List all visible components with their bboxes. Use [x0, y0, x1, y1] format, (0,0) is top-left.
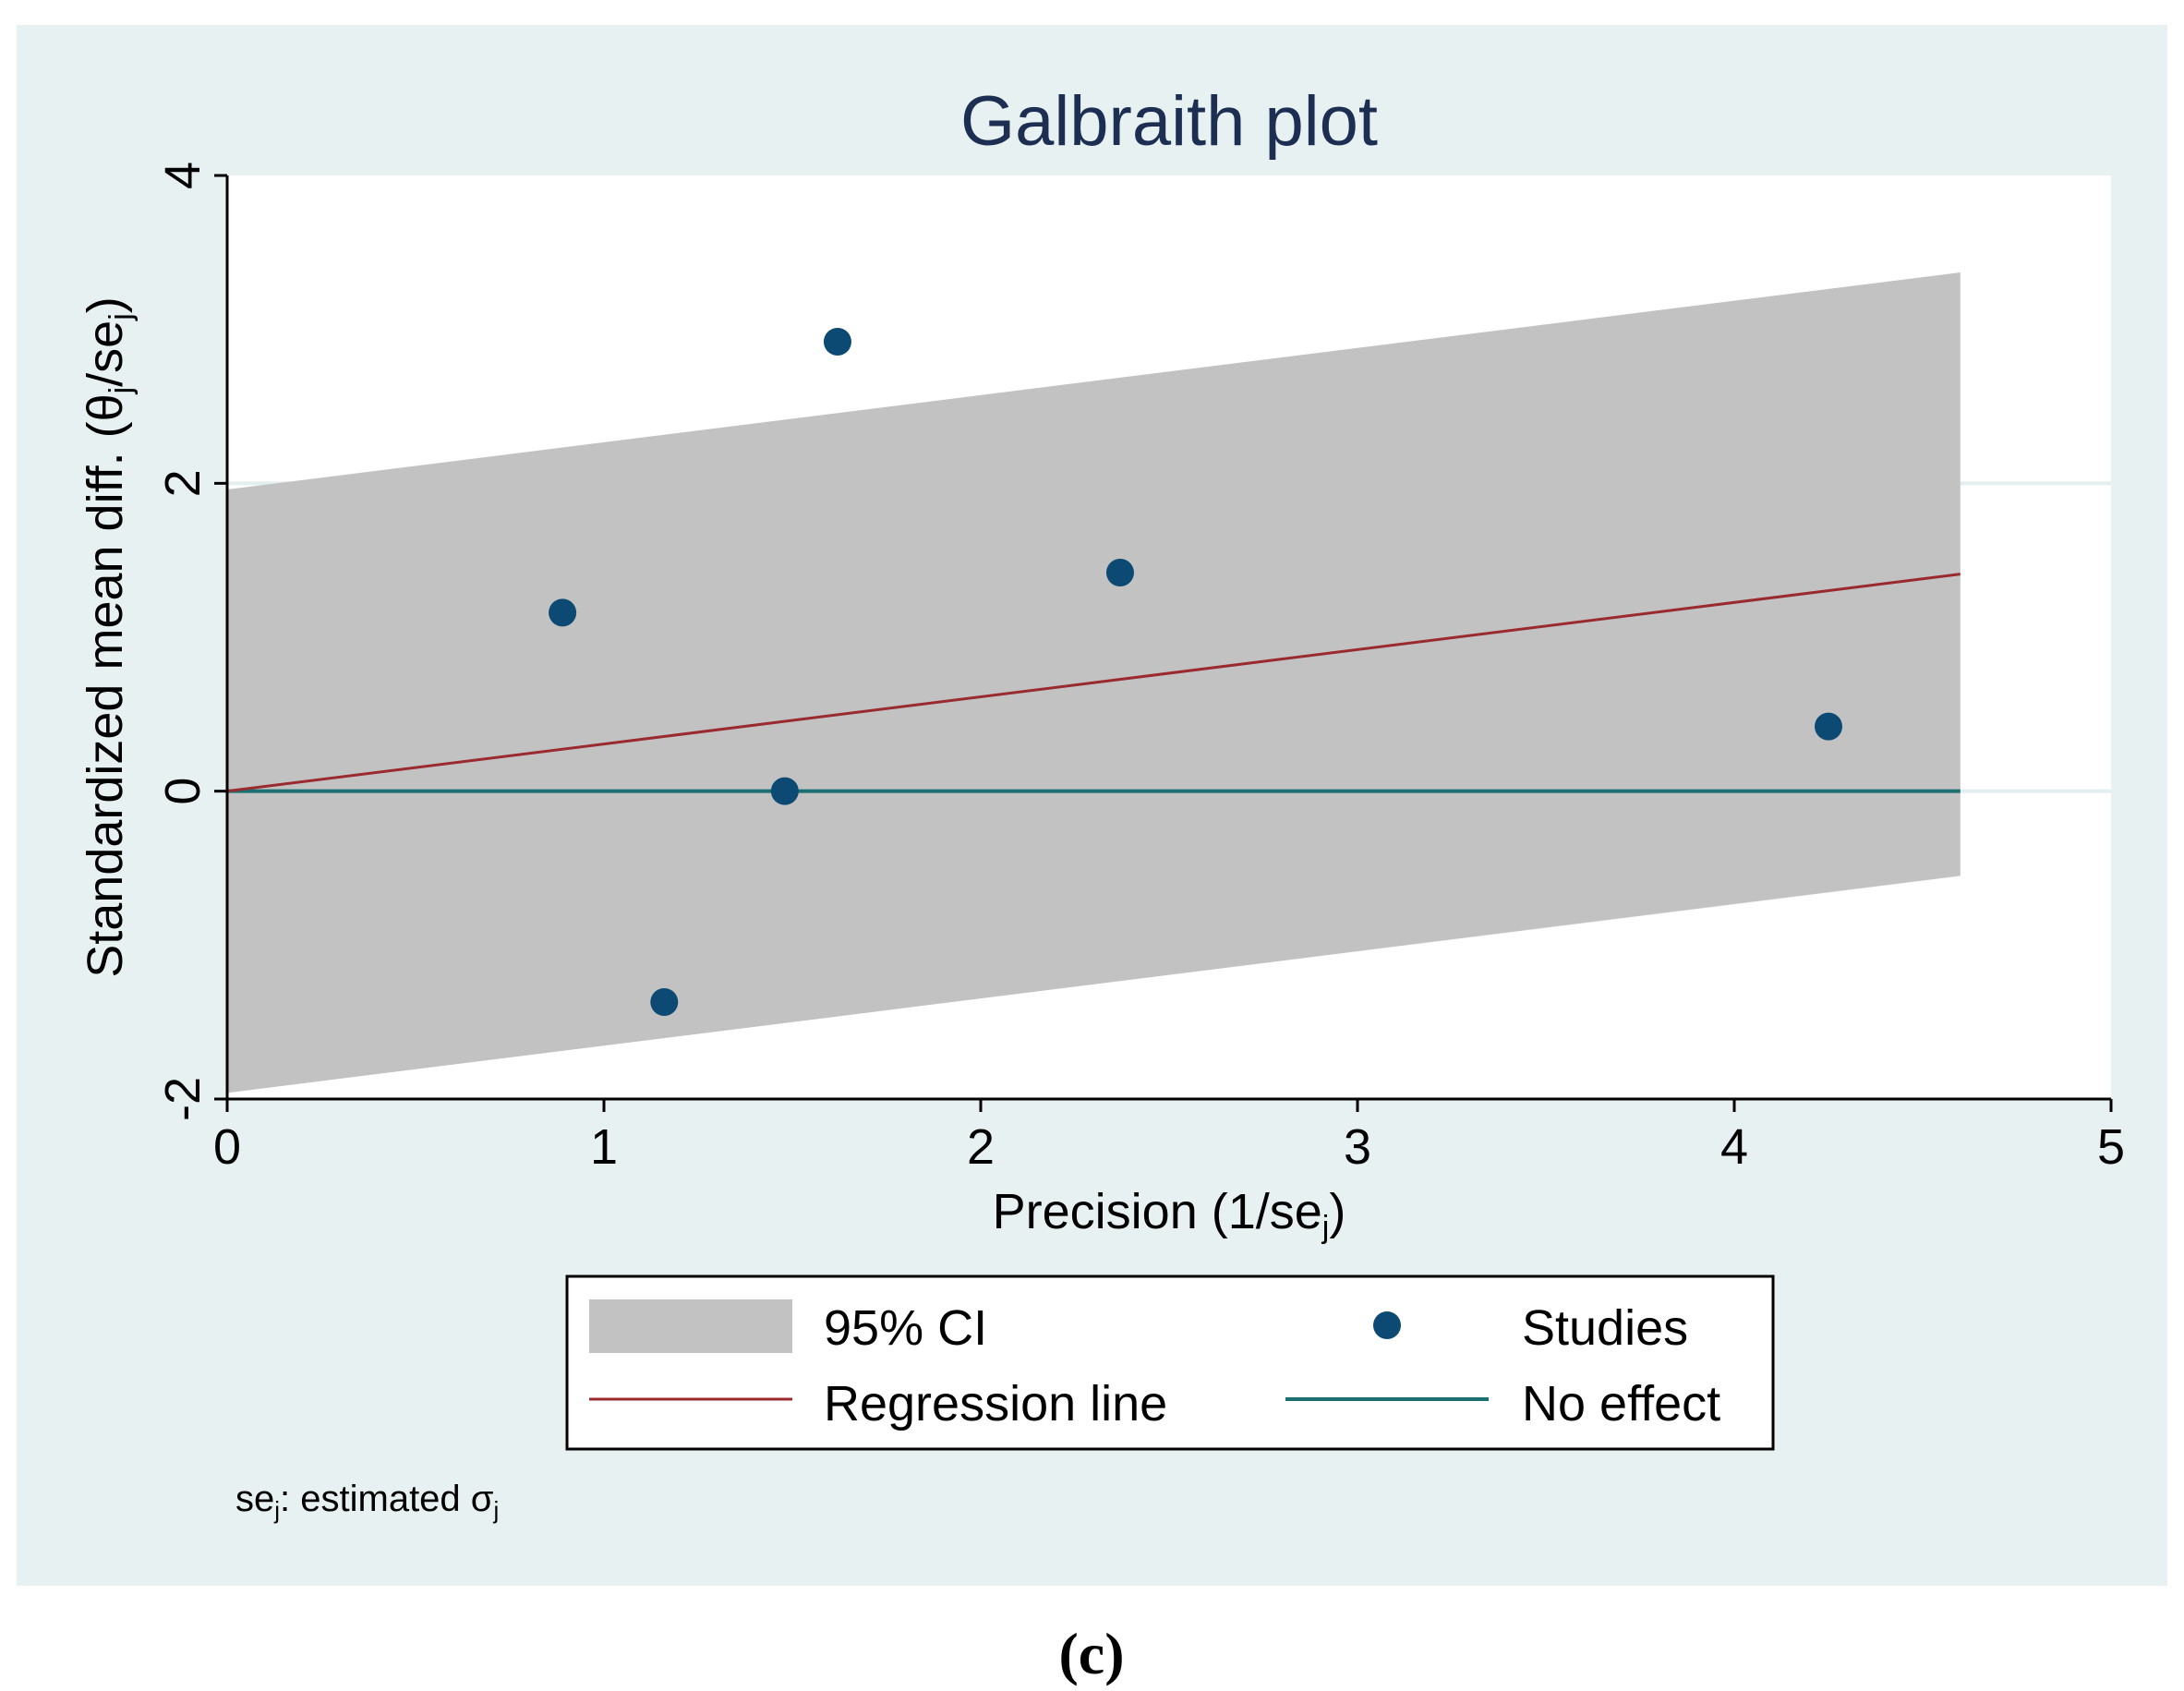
- x-tick-label: 5: [2097, 1119, 2125, 1175]
- y-axis-label-sub1: j: [103, 387, 139, 395]
- y-axis-label-sub2: j: [103, 313, 139, 321]
- y-axis-label-close: ): [78, 296, 133, 313]
- footnote-a: se: [235, 1479, 274, 1519]
- x-tick-label: 4: [1720, 1119, 1748, 1175]
- x-axis-label-close: ): [1329, 1184, 1345, 1239]
- study-point: [1105, 559, 1134, 586]
- y-tick-label: 0: [155, 778, 211, 805]
- footnote-b-sub: j: [492, 1496, 499, 1524]
- panel-label: (c): [1058, 1621, 1124, 1686]
- x-axis-label-sub: j: [1321, 1210, 1330, 1245]
- x-tick-label: 3: [1344, 1119, 1371, 1175]
- study-point: [1815, 712, 1842, 741]
- chart-title: Galbraith plot: [960, 82, 1378, 161]
- legend-studies-marker: [1373, 1311, 1401, 1339]
- study-point: [549, 598, 577, 627]
- regression-line: [226, 573, 1961, 793]
- legend-ci-label: 95% CI: [824, 1300, 987, 1356]
- footnote-a-sub: j: [273, 1496, 280, 1524]
- x-axis-label: Precision (1/sej): [993, 1184, 1346, 1245]
- y-axis-label-main: Standardized mean diff. (θ: [78, 393, 133, 977]
- study-point: [770, 777, 799, 805]
- y-axis-label-mid: /se: [78, 320, 133, 387]
- x-axis-label-main: Precision (1/se: [993, 1184, 1322, 1239]
- footnote: sej: estimated σj: [235, 1479, 499, 1524]
- x-tick-label: 1: [590, 1119, 618, 1175]
- y-axis-label: Standardized mean diff. (θj/sej): [78, 296, 139, 978]
- legend-regression-label: Regression line: [824, 1376, 1167, 1431]
- x-tick-label: 0: [213, 1119, 241, 1175]
- study-point: [650, 988, 679, 1016]
- x-tick-label: 2: [967, 1119, 995, 1175]
- legend-no-effect-label: No effect: [1522, 1376, 1720, 1431]
- legend: 95% CI Studies Regression line No effect: [565, 1274, 1775, 1451]
- y-tick-label: -2: [155, 1077, 211, 1121]
- study-points: [549, 328, 1842, 1016]
- legend-studies-label: Studies: [1522, 1300, 1688, 1356]
- y-tick-label: 4: [155, 162, 211, 189]
- footnote-b: : estimated σ: [280, 1479, 494, 1519]
- y-tick-label: 2: [155, 469, 211, 497]
- study-point: [823, 328, 851, 356]
- legend-ci-swatch: [589, 1299, 792, 1353]
